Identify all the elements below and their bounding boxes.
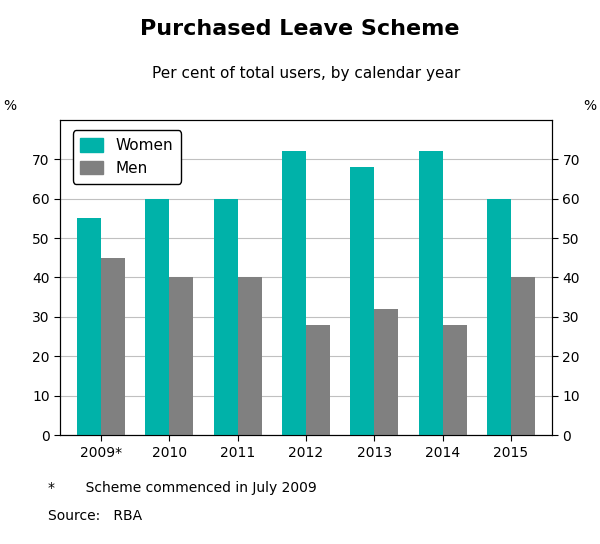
Text: Purchased Leave Scheme: Purchased Leave Scheme [140, 19, 460, 39]
Bar [443, 325, 467, 435]
Bar [101, 258, 125, 435]
Text: %: % [583, 100, 596, 113]
Bar [77, 218, 101, 435]
Text: %: % [4, 100, 17, 113]
Legend: Women, Men: Women, Men [73, 131, 181, 183]
Bar [511, 277, 535, 435]
Bar [282, 151, 306, 435]
Bar [306, 325, 330, 435]
Bar [487, 199, 511, 435]
Title: Per cent of total users, by calendar year: Per cent of total users, by calendar yea… [152, 66, 460, 81]
Text: Source:   RBA: Source: RBA [48, 509, 142, 523]
Bar [374, 309, 398, 435]
Bar [145, 199, 169, 435]
Text: *       Scheme commenced in July 2009: * Scheme commenced in July 2009 [48, 481, 317, 496]
Bar [169, 277, 193, 435]
Bar [238, 277, 262, 435]
Bar [214, 199, 238, 435]
Bar [350, 167, 374, 435]
Bar [419, 151, 443, 435]
